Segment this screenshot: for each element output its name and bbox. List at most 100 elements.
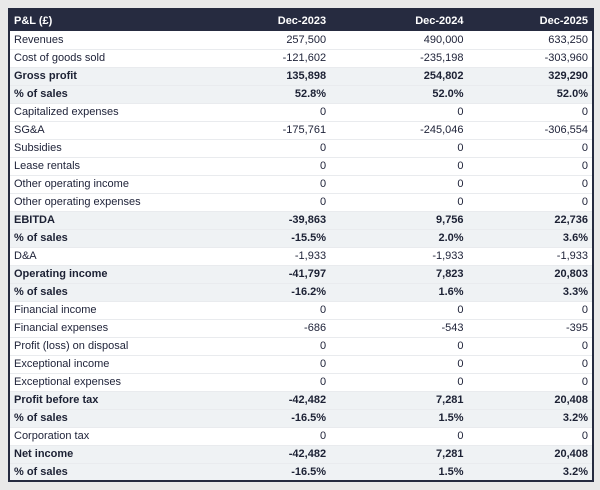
table-row: Other operating expenses 0 0 0 [9,193,593,211]
value-cell: 0 [319,106,327,118]
table-row: Revenues 257,500 490,000 633,250 [9,31,593,49]
value-cell: 3.2% [562,465,588,478]
value-cell: 0 [319,160,327,172]
value-cell: -543 [441,322,464,334]
row-label: Gross profit [14,70,77,82]
value-cell: 0 [319,142,327,154]
value-cell: 490,000 [423,33,464,46]
table-row: Capitalized expenses 0 0 0 [9,103,593,121]
value-cell: -235,198 [420,52,464,64]
row-label: Profit (loss) on disposal [14,340,129,352]
row-label: Other operating income [14,178,129,190]
value-cell: 0 [581,142,588,154]
column-header-dec-2025: Dec-2025 [467,9,593,31]
table-row: % of sales 52.8% 52.0% 52.0% [9,85,593,103]
value-cell: 20,803 [554,268,588,280]
value-cell: 0 [581,196,588,208]
table-row: % of sales -15.5% 2.0% 3.6% [9,229,593,247]
value-cell: 1.5% [438,465,464,478]
value-cell: 9,756 [436,214,464,226]
table-row: % of sales -16.5% 1.5% 3.2% [9,409,593,427]
value-cell: -1,933 [432,250,464,262]
value-cell: 254,802 [423,70,464,82]
value-cell: 0 [319,430,327,442]
value-cell: 0 [319,376,327,388]
table-row: Subsidies 0 0 0 [9,139,593,157]
table-row: EBITDA -39,863 9,756 22,736 [9,211,593,229]
value-cell: 52.0% [432,88,464,100]
value-cell: 1.6% [438,286,464,298]
value-cell: 0 [581,106,588,118]
table-row: Profit (loss) on disposal 0 0 0 [9,337,593,355]
row-label: EBITDA [14,214,55,226]
value-cell: 0 [319,178,327,190]
value-cell: 0 [581,304,588,316]
table-row: % of sales -16.2% 1.6% 3.3% [9,283,593,301]
row-label: Revenues [14,33,64,46]
value-cell: 0 [457,340,464,352]
value-cell: 7,823 [436,268,464,280]
row-label: % of sales [14,88,68,100]
value-cell: -1,933 [556,250,588,262]
value-cell: -1,933 [294,250,327,262]
column-header-dec-2023: Dec-2023 [229,9,331,31]
value-cell: 0 [457,430,464,442]
table-row: SG&A -175,761 -245,046 -306,554 [9,121,593,139]
value-cell: 3.3% [562,286,588,298]
value-cell: -15.5% [291,232,327,244]
value-cell: -121,602 [282,52,327,64]
value-cell: 329,290 [548,70,588,82]
table-row: Gross profit 135,898 254,802 329,290 [9,67,593,85]
value-cell: -303,960 [544,52,588,64]
value-cell: 1.5% [438,412,464,424]
row-label: % of sales [14,465,68,478]
value-cell: 3.6% [562,232,588,244]
row-label: Financial expenses [14,322,109,334]
value-cell: 0 [581,430,588,442]
table-row: Financial expenses -686 -543 -395 [9,319,593,337]
row-label: Exceptional income [14,358,110,370]
value-cell: 0 [457,178,464,190]
row-label: % of sales [14,286,68,298]
value-cell: 0 [581,358,588,370]
row-label: Exceptional expenses [14,376,122,388]
value-cell: 0 [457,376,464,388]
table-row: % of sales -16.5% 1.5% 3.2% [9,463,593,481]
row-label: % of sales [14,232,68,244]
value-cell: 22,736 [554,214,588,226]
value-cell: -395 [565,322,588,334]
table-body: Revenues 257,500 490,000 633,250 Cost of goo… [9,31,593,481]
value-cell: 0 [319,358,327,370]
value-cell: -42,482 [288,448,327,460]
table-row: Profit before tax -42,482 7,281 20,408 [9,391,593,409]
value-cell: 0 [457,160,464,172]
row-label: Cost of goods sold [14,52,106,64]
value-cell: 0 [581,160,588,172]
value-cell: 0 [457,358,464,370]
value-cell: -16.5% [291,412,327,424]
value-cell: 0 [319,304,327,316]
row-label: Net income [14,448,74,460]
table-row: Exceptional income 0 0 0 [9,355,593,373]
table-row: D&A -1,933 -1,933 -1,933 [9,247,593,265]
value-cell: 257,500 [286,33,327,46]
row-label: Lease rentals [14,160,81,172]
value-cell: -16.2% [291,286,327,298]
value-cell: -16.5% [291,465,327,478]
value-cell: -245,046 [420,124,464,136]
row-label: Capitalized expenses [14,106,119,118]
table-row: Cost of goods sold -121,602 -235,198 -303,9… [9,49,593,67]
value-cell: -39,863 [288,214,327,226]
table-row: Financial income 0 0 0 [9,301,593,319]
row-label: Subsidies [14,142,62,154]
value-cell: 0 [457,304,464,316]
value-cell: 0 [457,142,464,154]
row-label: SG&A [14,124,45,136]
table-row: Lease rentals 0 0 0 [9,157,593,175]
value-cell: 3.2% [562,412,588,424]
value-cell: -306,554 [544,124,588,136]
value-cell: 0 [581,340,588,352]
value-cell: 633,250 [548,33,588,46]
value-cell: -686 [304,322,327,334]
value-cell: 0 [581,376,588,388]
